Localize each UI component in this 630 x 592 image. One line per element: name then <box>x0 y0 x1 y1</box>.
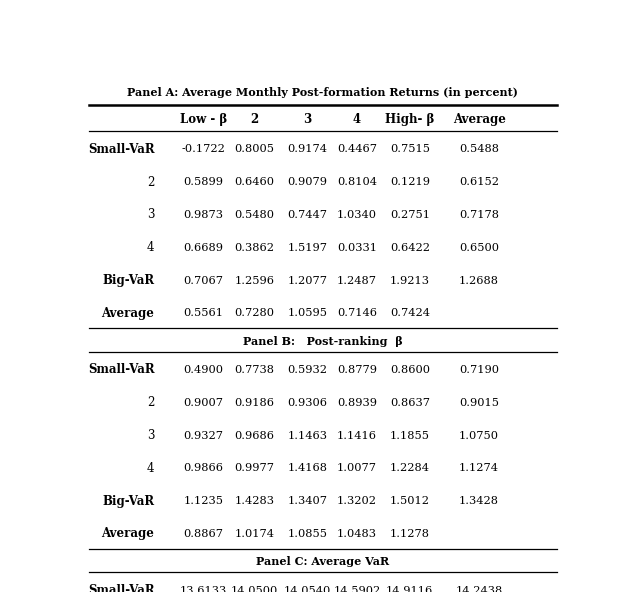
Text: 14.5902: 14.5902 <box>333 585 381 592</box>
Text: 1.2077: 1.2077 <box>287 275 327 285</box>
Text: 1.1235: 1.1235 <box>183 496 223 506</box>
Text: 14.2438: 14.2438 <box>455 585 503 592</box>
Text: 0.7424: 0.7424 <box>390 308 430 318</box>
Text: 0.7515: 0.7515 <box>390 144 430 155</box>
Text: Average: Average <box>101 527 154 540</box>
Text: 0.9079: 0.9079 <box>287 177 327 187</box>
Text: 1.2487: 1.2487 <box>337 275 377 285</box>
Text: 0.8005: 0.8005 <box>234 144 275 155</box>
Text: 3: 3 <box>303 113 311 126</box>
Text: 0.9977: 0.9977 <box>234 464 275 474</box>
Text: 3: 3 <box>147 429 154 442</box>
Text: 2: 2 <box>250 113 259 126</box>
Text: 0.7280: 0.7280 <box>234 308 275 318</box>
Text: 1.3407: 1.3407 <box>287 496 327 506</box>
Text: 0.6460: 0.6460 <box>234 177 275 187</box>
Text: 1.3428: 1.3428 <box>459 496 499 506</box>
Text: Big-VaR: Big-VaR <box>102 495 154 508</box>
Text: 0.7067: 0.7067 <box>183 275 223 285</box>
Text: 0.8600: 0.8600 <box>390 365 430 375</box>
Text: 0.5932: 0.5932 <box>287 365 327 375</box>
Text: 0.9873: 0.9873 <box>183 210 223 220</box>
Text: 1.2284: 1.2284 <box>390 464 430 474</box>
Text: 0.8779: 0.8779 <box>337 365 377 375</box>
Text: 0.6152: 0.6152 <box>459 177 499 187</box>
Text: 1.4168: 1.4168 <box>287 464 327 474</box>
Text: 0.5561: 0.5561 <box>183 308 223 318</box>
Text: 0.4467: 0.4467 <box>337 144 377 155</box>
Text: -0.1722: -0.1722 <box>181 144 225 155</box>
Text: Panel B:   Post-ranking  β: Panel B: Post-ranking β <box>243 336 403 347</box>
Text: 0.1219: 0.1219 <box>390 177 430 187</box>
Text: 0.2751: 0.2751 <box>390 210 430 220</box>
Text: 2: 2 <box>147 396 154 409</box>
Text: Average: Average <box>101 307 154 320</box>
Text: 1.1855: 1.1855 <box>390 430 430 440</box>
Text: 1.4283: 1.4283 <box>234 496 275 506</box>
Text: 3: 3 <box>147 208 154 221</box>
Text: 0.9174: 0.9174 <box>287 144 327 155</box>
Text: 1.0340: 1.0340 <box>337 210 377 220</box>
Text: 0.9686: 0.9686 <box>234 430 275 440</box>
Text: 1.0077: 1.0077 <box>337 464 377 474</box>
Text: 0.7190: 0.7190 <box>459 365 499 375</box>
Text: 0.6422: 0.6422 <box>390 243 430 253</box>
Text: Small-VaR: Small-VaR <box>88 143 154 156</box>
Text: 1.1463: 1.1463 <box>287 430 327 440</box>
Text: 1.9213: 1.9213 <box>390 275 430 285</box>
Text: 14.0540: 14.0540 <box>284 585 331 592</box>
Text: 0.9007: 0.9007 <box>183 398 223 408</box>
Text: 0.8637: 0.8637 <box>390 398 430 408</box>
Text: 4: 4 <box>147 462 154 475</box>
Text: 1.0174: 1.0174 <box>234 529 275 539</box>
Text: 0.8104: 0.8104 <box>337 177 377 187</box>
Text: 14.9116: 14.9116 <box>386 585 433 592</box>
Text: High- β: High- β <box>385 113 435 126</box>
Text: 0.9015: 0.9015 <box>459 398 499 408</box>
Text: 0.5488: 0.5488 <box>459 144 499 155</box>
Text: 2: 2 <box>147 176 154 189</box>
Text: 1.5197: 1.5197 <box>287 243 327 253</box>
Text: 0.7178: 0.7178 <box>459 210 499 220</box>
Text: Average: Average <box>453 113 505 126</box>
Text: 0.8939: 0.8939 <box>337 398 377 408</box>
Text: 13.6133: 13.6133 <box>180 585 227 592</box>
Text: Panel A: Average Monthly Post-formation Returns (in percent): Panel A: Average Monthly Post-formation … <box>127 88 518 98</box>
Text: 0.9866: 0.9866 <box>183 464 223 474</box>
Text: 1.2688: 1.2688 <box>459 275 499 285</box>
Text: 1.1416: 1.1416 <box>337 430 377 440</box>
Text: 0.7146: 0.7146 <box>337 308 377 318</box>
Text: 0.7447: 0.7447 <box>287 210 327 220</box>
Text: Big-VaR: Big-VaR <box>102 274 154 287</box>
Text: 1.3202: 1.3202 <box>337 496 377 506</box>
Text: 1.1274: 1.1274 <box>459 464 499 474</box>
Text: 0.6500: 0.6500 <box>459 243 499 253</box>
Text: Panel C: Average VaR: Panel C: Average VaR <box>256 556 389 567</box>
Text: 0.4900: 0.4900 <box>183 365 223 375</box>
Text: 1.1278: 1.1278 <box>390 529 430 539</box>
Text: Low - β: Low - β <box>180 113 227 126</box>
Text: 0.9306: 0.9306 <box>287 398 327 408</box>
Text: 1.0483: 1.0483 <box>337 529 377 539</box>
Text: 14.0500: 14.0500 <box>231 585 278 592</box>
Text: 0.3862: 0.3862 <box>234 243 275 253</box>
Text: 0.9186: 0.9186 <box>234 398 275 408</box>
Text: 1.5012: 1.5012 <box>390 496 430 506</box>
Text: 0.5480: 0.5480 <box>234 210 275 220</box>
Text: 0.8867: 0.8867 <box>183 529 223 539</box>
Text: 4: 4 <box>147 241 154 254</box>
Text: 0.0331: 0.0331 <box>337 243 377 253</box>
Text: 0.7738: 0.7738 <box>234 365 275 375</box>
Text: Small-VaR: Small-VaR <box>88 584 154 592</box>
Text: 0.6689: 0.6689 <box>183 243 223 253</box>
Text: 4: 4 <box>353 113 361 126</box>
Text: 1.0855: 1.0855 <box>287 529 327 539</box>
Text: 0.5899: 0.5899 <box>183 177 223 187</box>
Text: 1.0750: 1.0750 <box>459 430 499 440</box>
Text: 1.2596: 1.2596 <box>234 275 275 285</box>
Text: 1.0595: 1.0595 <box>287 308 327 318</box>
Text: 0.9327: 0.9327 <box>183 430 223 440</box>
Text: Small-VaR: Small-VaR <box>88 363 154 377</box>
